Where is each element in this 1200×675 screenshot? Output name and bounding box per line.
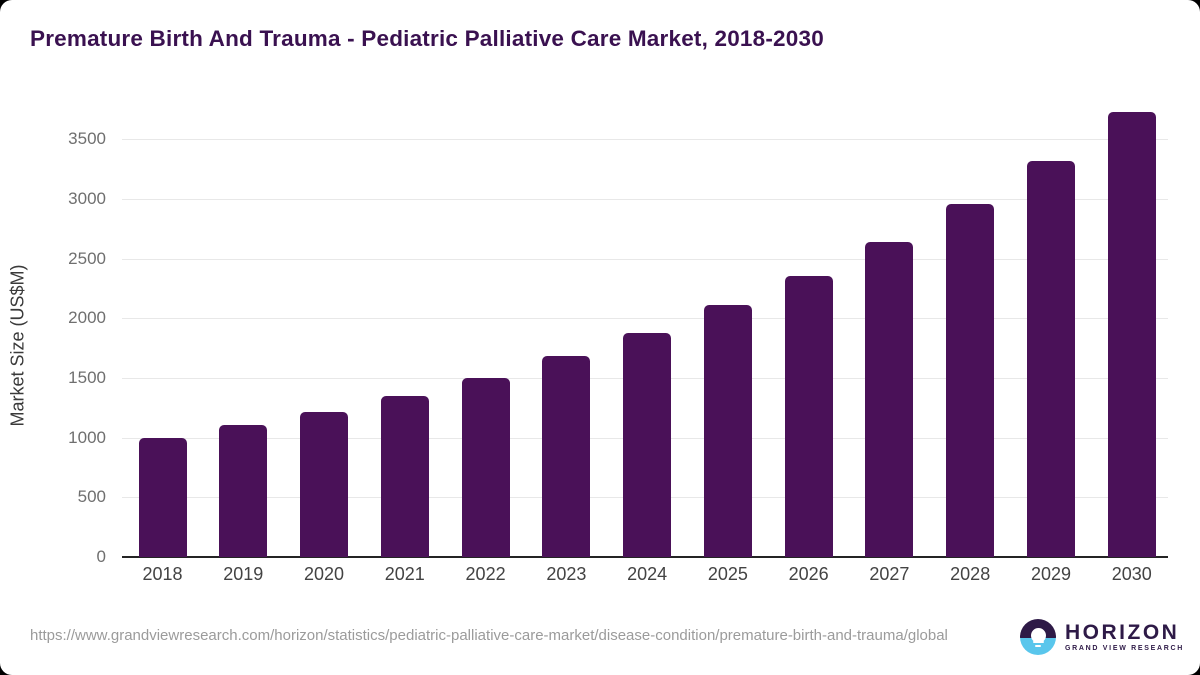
y-tick-label: 500 (77, 487, 106, 507)
bar-2028 (946, 203, 995, 557)
x-tick-label: 2021 (384, 564, 425, 584)
bar-2020 (300, 411, 349, 557)
x-tick-label: 2022 (465, 564, 506, 584)
bar-2019 (219, 424, 268, 557)
bar-2026 (784, 275, 833, 557)
bar-2024 (623, 332, 672, 557)
x-tick-label: 2030 (1111, 564, 1152, 584)
bar-2022 (461, 377, 510, 557)
horizon-logo: HORIZON GRAND VIEW RESEARCH (1020, 619, 1184, 655)
source-url-text: https://www.grandviewresearch.com/horizo… (30, 627, 948, 644)
logo-company-name: GRAND VIEW RESEARCH (1065, 644, 1185, 652)
y-tick-label: 2500 (68, 248, 106, 268)
bar-2027 (865, 241, 914, 557)
chart-title: Premature Birth And Trauma - Pediatric P… (30, 26, 824, 51)
x-axis-line (122, 556, 1168, 558)
gridline (122, 258, 1168, 260)
y-tick-label: 3500 (68, 129, 106, 149)
x-tick-label: 2026 (788, 564, 829, 584)
bar-2023 (542, 356, 591, 557)
gridline (122, 198, 1168, 200)
horizon-sun-over-water-icon (1020, 619, 1056, 655)
bar-2025 (703, 305, 752, 557)
x-tick-label: 2027 (869, 564, 910, 584)
x-tick-label: 2018 (142, 564, 183, 584)
gridline (122, 318, 1168, 320)
bar-2018 (138, 437, 187, 557)
x-tick-label: 2025 (707, 564, 748, 584)
y-axis-label: Market Size (US$M) (7, 264, 28, 427)
bar-2030 (1107, 112, 1156, 557)
x-tick-label: 2023 (546, 564, 587, 584)
logo-ripple-shape (1032, 640, 1044, 643)
logo-ripple-shape (1035, 644, 1041, 647)
y-tick-label: 2000 (68, 308, 106, 328)
x-tick-label: 2024 (627, 564, 668, 584)
x-tick-label: 2019 (223, 564, 264, 584)
x-tick-label: 2029 (1030, 564, 1071, 584)
x-tick-label: 2028 (950, 564, 991, 584)
y-tick-label: 3000 (68, 188, 106, 208)
bar-2021 (380, 395, 429, 557)
bar-2029 (1026, 160, 1075, 557)
y-tick-label: 1500 (68, 367, 106, 387)
logo-brand-name: HORIZON (1065, 620, 1180, 644)
y-tick-label: 1000 (68, 427, 106, 447)
gridline (122, 139, 1168, 141)
logo-sun-shape (1030, 628, 1046, 643)
logo-text: HORIZON GRAND VIEW RESEARCH (1065, 620, 1185, 653)
x-tick-label: 2020 (304, 564, 345, 584)
bar-chart-plot-area: 2018 2019 2020 2021 2022 2023 2024 2025 2026 2027… (122, 100, 1168, 584)
y-tick-label: 0 (96, 547, 106, 566)
